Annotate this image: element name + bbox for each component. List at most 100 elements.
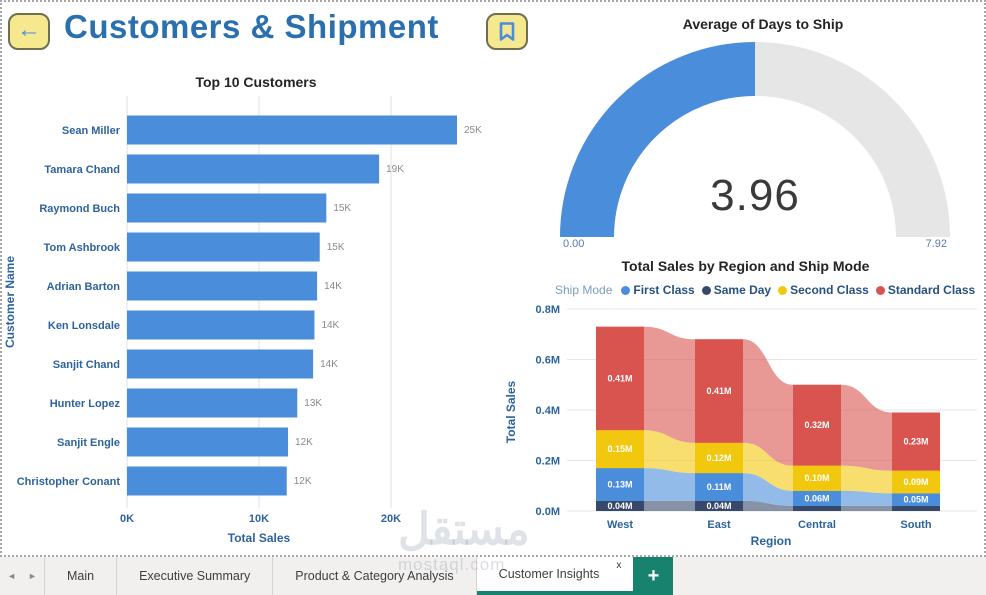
page-tab-customer-insights[interactable]: Customer Insights x <box>476 557 634 595</box>
category-label: Raymond Buch <box>39 203 120 215</box>
area-column-segment[interactable] <box>793 465 841 491</box>
bookmark-button[interactable] <box>486 13 528 50</box>
y-tick-label: 0.6M <box>536 355 560 367</box>
x-tick-label: 20K <box>381 513 401 525</box>
x-axis-title: Total Sales <box>228 531 291 545</box>
area-column-segment[interactable] <box>892 493 940 506</box>
area-column-segment[interactable] <box>596 468 644 501</box>
legend-dot-icon <box>701 285 711 295</box>
page-title: Customers & Shipment <box>64 8 439 45</box>
area-chart-plot[interactable]: 0.0M 0.2M 0.4M 0.6M 0.8M 0.04M 0.04M 0.13M 0.11M… <box>505 302 986 556</box>
legend-item[interactable]: Standard Class <box>875 283 975 297</box>
page-tab-product-category-analysis[interactable]: Product & Category Analysis <box>273 557 477 595</box>
tab-label: Customer Insights <box>498 567 600 581</box>
area-column-segment[interactable] <box>596 500 644 511</box>
segment-value-label: 0.10M <box>804 473 829 483</box>
bar-chart-plot[interactable]: 0K 10K 20K Sean Miller 25K Tamara Chand 19K Ray… <box>2 90 510 556</box>
legend-label: First Class <box>633 283 695 297</box>
legend-label: Second Class <box>790 283 869 297</box>
bar-chart: Top 10 Customers 0K 10K 20K Sean Miller 25K T… <box>2 66 510 558</box>
gauge-min-label: 0.00 <box>563 238 584 250</box>
legend-item[interactable]: Same Day <box>701 283 771 297</box>
area-chart-title: Total Sales by Region and Ship Mode <box>621 258 870 274</box>
bar[interactable] <box>127 349 314 379</box>
category-label: Sean Miller <box>62 125 121 137</box>
y-axis-title: Total Sales <box>505 380 518 443</box>
x-tick-label: South <box>900 519 931 531</box>
area-column-segment[interactable] <box>695 442 743 474</box>
tab-label: Executive Summary <box>139 569 251 583</box>
x-tick-label: West <box>607 519 633 531</box>
area-column-segment[interactable] <box>793 384 841 466</box>
back-button[interactable]: ← <box>8 13 50 50</box>
area-column-segment[interactable] <box>695 500 743 511</box>
legend-dot-icon <box>778 285 788 295</box>
bar-value-label: 14K <box>320 359 338 370</box>
legend-dot-icon <box>621 285 631 295</box>
segment-value-label: 0.04M <box>706 501 731 511</box>
area-ribbon[interactable] <box>596 500 940 511</box>
bar[interactable] <box>127 115 457 145</box>
tab-label: Product & Category Analysis <box>295 569 454 583</box>
page-tab-main[interactable]: Main <box>45 557 118 595</box>
area-ribbon[interactable] <box>596 326 940 471</box>
bookmark-icon <box>499 21 515 41</box>
category-label: Sanjit Engle <box>57 437 120 449</box>
segment-value-label: 0.04M <box>607 501 632 511</box>
bar-value-label: 12K <box>294 476 312 487</box>
x-axis-title: Region <box>751 534 792 548</box>
tab-nav-left-icon[interactable]: ◄ <box>7 571 16 581</box>
bar-chart-title: Top 10 Customers <box>195 74 317 90</box>
bar[interactable] <box>127 310 315 340</box>
bar-value-label: 14K <box>324 281 342 292</box>
legend-item[interactable]: Second Class <box>778 283 869 297</box>
category-label: Tamara Chand <box>44 164 120 176</box>
x-tick-label: 0K <box>120 513 134 525</box>
bar[interactable] <box>127 466 287 496</box>
segment-value-label: 0.06M <box>804 493 829 503</box>
area-column-segment[interactable] <box>892 412 940 471</box>
segment-value-label: 0.09M <box>903 477 928 487</box>
bar[interactable] <box>127 427 289 457</box>
legend-item[interactable]: First Class <box>621 283 695 297</box>
area-column-segment[interactable] <box>596 430 644 469</box>
bar-value-label: 12K <box>295 437 313 448</box>
segment-value-label: 0.41M <box>706 386 731 396</box>
gauge-max-label: 7.92 <box>926 238 947 250</box>
tab-close-icon[interactable]: x <box>616 560 622 571</box>
page-tab-executive-summary[interactable]: Executive Summary <box>117 557 274 595</box>
bar[interactable] <box>127 232 320 262</box>
gauge-plot[interactable]: 3.96 0.00 7.92 <box>540 4 986 256</box>
category-label: Hunter Lopez <box>50 398 121 410</box>
bar[interactable] <box>127 154 380 184</box>
area-ribbon[interactable] <box>596 468 940 506</box>
y-tick-label: 0.2M <box>536 456 560 468</box>
bar[interactable] <box>127 388 298 418</box>
tab-nav-right-icon[interactable]: ► <box>28 571 37 581</box>
area-column-segment[interactable] <box>695 339 743 443</box>
left-arrow-icon: ← <box>17 16 41 43</box>
segment-value-label: 0.23M <box>903 437 928 447</box>
legend-title: Ship Mode <box>555 283 613 297</box>
bar[interactable] <box>127 271 318 301</box>
bar-value-label: 15K <box>327 242 345 253</box>
gauge-chart-title: Average of Days to Ship <box>682 16 844 32</box>
category-label: Sanjit Chand <box>53 359 120 371</box>
y-tick-label: 0.4M <box>536 405 560 417</box>
area-column-segment[interactable] <box>892 505 940 511</box>
add-page-button[interactable]: + <box>633 557 674 595</box>
segment-value-label: 0.05M <box>903 495 928 505</box>
bar[interactable] <box>127 193 327 223</box>
gauge-chart: Average of Days to Ship 3.96 0.00 7.92 <box>540 4 986 256</box>
area-column-segment[interactable] <box>793 505 841 511</box>
y-tick-label: 0.0M <box>536 506 560 518</box>
category-label: Ken Lonsdale <box>48 320 120 332</box>
area-column-segment[interactable] <box>596 326 644 431</box>
page-tab-bar: ◄ ► Main Executive Summary Product & Categ… <box>0 557 986 595</box>
area-column-segment[interactable] <box>793 490 841 506</box>
area-ribbon[interactable] <box>596 430 940 494</box>
area-column-segment[interactable] <box>892 470 940 494</box>
area-chart-legend: Ship Mode First Class Same Day Second Class… <box>555 283 975 297</box>
area-column-segment[interactable] <box>695 473 743 501</box>
